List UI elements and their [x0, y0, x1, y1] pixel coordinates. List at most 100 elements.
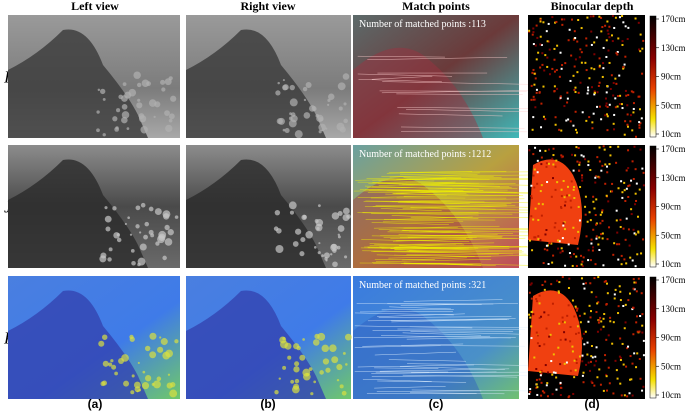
- match-line: [371, 251, 514, 255]
- depth-pixel: [621, 196, 624, 199]
- depth-pixel: [590, 43, 593, 46]
- depth-pixel: [552, 177, 555, 180]
- rock: [330, 253, 333, 256]
- depth-pixel: [530, 197, 533, 200]
- depth-pixel: [563, 362, 566, 365]
- rock: [314, 246, 317, 249]
- depth-pixel: [623, 133, 626, 136]
- depth-pixel: [565, 194, 568, 197]
- depth-pixel: [537, 219, 540, 222]
- depth-pixel: [636, 253, 639, 256]
- depth-pixel: [532, 43, 535, 46]
- depth-pixel: [570, 54, 573, 57]
- depth-pixel: [635, 199, 638, 202]
- depth-pixel: [593, 90, 596, 93]
- depth-pixel: [608, 103, 611, 106]
- rock: [331, 212, 340, 220]
- depth-pixel: [569, 79, 572, 82]
- rock: [149, 332, 157, 340]
- depth-pixel: [617, 312, 620, 315]
- depth-pixel: [590, 380, 593, 383]
- depth-pixel: [587, 89, 590, 92]
- depth-pixel: [617, 95, 620, 98]
- depth-pixel: [597, 243, 600, 246]
- match-count: Number of matched points :321: [359, 280, 486, 291]
- match-line: [375, 205, 528, 208]
- depth-pixel: [642, 171, 645, 174]
- depth-pixel: [570, 18, 573, 21]
- depth-pixel: [580, 263, 583, 266]
- depth-pixel: [557, 346, 560, 349]
- depth-pixel: [621, 191, 624, 194]
- depth-pixel: [583, 158, 586, 161]
- depth-pixel: [595, 360, 598, 363]
- depth-pixel: [590, 238, 593, 241]
- depth-pixel: [636, 215, 639, 218]
- depth-pixel: [622, 21, 625, 24]
- match-line: [353, 335, 491, 339]
- depth-pixel: [609, 320, 612, 323]
- depth-pixel: [594, 176, 597, 179]
- rock: [344, 333, 352, 341]
- depth-pixel: [605, 194, 608, 197]
- depth-pixel: [591, 127, 594, 130]
- depth-pixel: [571, 264, 574, 267]
- depth-pixel: [539, 149, 542, 152]
- rock: [135, 205, 141, 211]
- depth-pixel: [557, 290, 560, 293]
- depth-pixel: [588, 211, 591, 214]
- depth-pixel: [563, 331, 566, 334]
- depth-pixel: [639, 314, 642, 317]
- depth-pixel: [602, 264, 605, 267]
- depth-pixel: [565, 361, 568, 364]
- depth-pixel: [635, 321, 638, 324]
- depth-pixel: [581, 176, 584, 179]
- depth-pixel: [609, 145, 612, 148]
- colorbar: [649, 15, 657, 138]
- match-line: [374, 367, 439, 369]
- depth-pixel: [573, 88, 576, 91]
- depth-pixel: [606, 29, 609, 32]
- rock: [140, 202, 146, 208]
- match-image: [353, 145, 562, 268]
- rock: [121, 95, 128, 102]
- depth-pixel: [530, 98, 533, 101]
- coral-mound: [8, 290, 148, 399]
- depth-pixel: [581, 111, 584, 114]
- depth-pixel: [547, 314, 550, 317]
- match-line: [409, 230, 545, 233]
- depth-pixel: [541, 52, 544, 55]
- depth-pixel: [553, 47, 556, 50]
- depth-pixel: [559, 98, 562, 101]
- depth-pixel: [596, 105, 599, 108]
- depth-pixel: [605, 165, 608, 168]
- depth-pixel: [590, 345, 593, 348]
- match-line: [371, 222, 449, 225]
- rock: [329, 344, 337, 352]
- colorbar-tick-label: 90cm: [661, 333, 681, 343]
- caption: (a): [88, 397, 103, 411]
- depth-pixel: [575, 358, 578, 361]
- depth-pixel: [568, 28, 571, 31]
- match-line: [410, 392, 505, 395]
- depth-pixel: [554, 116, 557, 119]
- depth-pixel: [533, 83, 536, 86]
- depth-pixel: [587, 160, 590, 163]
- match-line: [385, 193, 521, 196]
- depth-pixel: [633, 232, 636, 235]
- rock: [282, 79, 285, 82]
- depth-pixel: [581, 174, 584, 177]
- depth-pixel: [602, 389, 605, 392]
- depth-pixel: [590, 30, 593, 33]
- colorbar-tick-label: 50cm: [661, 230, 681, 240]
- depth-pixel: [593, 364, 596, 367]
- depth-pixel: [551, 393, 554, 396]
- depth-pixel: [627, 149, 630, 152]
- depth-pixel: [530, 184, 533, 187]
- rock: [278, 377, 281, 380]
- depth-pixel: [539, 374, 542, 377]
- depth-pixel: [593, 277, 596, 280]
- depth-pixel: [601, 232, 604, 235]
- depth-pixel: [533, 168, 536, 171]
- match-line: [396, 190, 484, 194]
